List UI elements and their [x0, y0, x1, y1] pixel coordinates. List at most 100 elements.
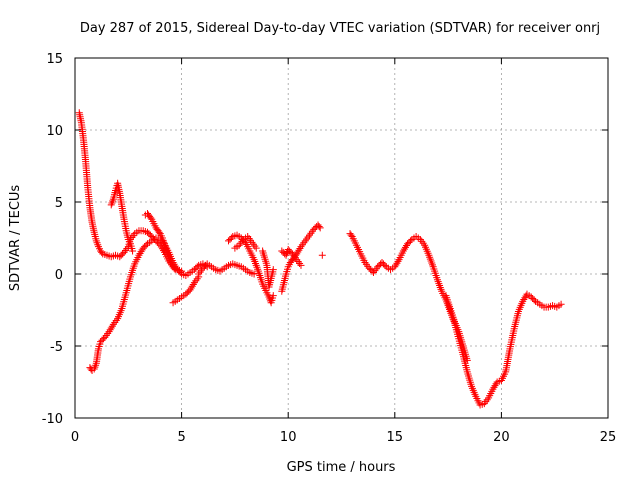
series-arc-8 [231, 233, 260, 252]
data-point [315, 222, 323, 230]
data-point [105, 328, 113, 336]
series-arc-4 [141, 210, 179, 274]
data-point [139, 244, 147, 252]
data-point [392, 261, 400, 269]
data-point [287, 248, 295, 256]
x-tick-labels: 0 5 10 15 20 25 [71, 430, 616, 445]
data-point [519, 297, 527, 305]
data-point [141, 243, 149, 251]
data-point [400, 245, 408, 253]
data-point [170, 264, 178, 272]
data-point [142, 241, 150, 249]
data-point [381, 261, 389, 269]
chart-title: Day 287 of 2015, Sidereal Day-to-day VTE… [80, 21, 600, 36]
data-point [226, 235, 234, 243]
series-arc-6 [195, 260, 258, 278]
y-tick-label: 0 [55, 268, 63, 283]
x-tick-label: 10 [280, 430, 297, 445]
y-tick-labels: -10 -5 0 5 10 15 [42, 52, 63, 427]
series-arc-12 [318, 251, 326, 259]
data-point [391, 263, 399, 271]
series-arc-2 [86, 234, 211, 374]
data-point [99, 335, 107, 343]
series-arc-11 [278, 246, 305, 269]
series-arc-3 [107, 179, 137, 255]
data-point [404, 240, 412, 248]
data-point [269, 292, 277, 300]
data-point [463, 356, 471, 364]
data-point [97, 338, 105, 346]
data-point [367, 266, 375, 274]
x-tick-label: 25 [600, 430, 617, 445]
data-point [297, 261, 305, 269]
data-point [286, 247, 294, 255]
data-point [284, 246, 292, 254]
data-point [405, 238, 413, 246]
data-point [310, 225, 318, 233]
data-point [107, 324, 115, 332]
data-point [490, 383, 498, 391]
data-point [145, 230, 153, 238]
data-point [374, 263, 382, 271]
data-point [182, 290, 190, 298]
data-point [252, 244, 260, 252]
data-point [176, 269, 184, 277]
y-axis-label: SDTVAR / TECUs [8, 185, 23, 292]
x-tick-label: 15 [387, 430, 404, 445]
data-point [557, 300, 565, 308]
data-point [529, 294, 537, 302]
data-point [378, 258, 386, 266]
series-arc-7 [225, 231, 277, 307]
data-point [527, 293, 535, 301]
data-point [520, 296, 528, 304]
data-point [129, 247, 137, 255]
data-point [189, 280, 197, 288]
data-point [183, 289, 191, 297]
data-point [296, 244, 304, 252]
data-point [406, 237, 414, 245]
data-point [294, 248, 302, 256]
data-point [190, 266, 198, 274]
x-axis-label: GPS time / hours [287, 460, 396, 475]
data-point [98, 336, 106, 344]
data-point [175, 267, 183, 275]
y-tick-label: 10 [46, 124, 63, 139]
data-point [530, 296, 538, 304]
data-points [75, 109, 565, 409]
data-point [279, 248, 287, 256]
y-tick-label: 5 [55, 196, 63, 211]
grid-lines [75, 58, 608, 418]
series-arc-14 [442, 292, 471, 364]
data-point [143, 228, 151, 236]
data-point [119, 250, 127, 258]
data-point [365, 264, 373, 272]
data-point [393, 259, 401, 267]
y-tick-label: -10 [42, 412, 63, 427]
x-tick-label: 5 [177, 430, 185, 445]
data-point [316, 224, 324, 232]
y-tick-label: 15 [46, 52, 63, 67]
data-point [394, 257, 402, 265]
data-point [227, 234, 235, 242]
data-point [108, 322, 116, 330]
data-point [225, 237, 233, 245]
data-point [117, 251, 125, 259]
data-point [146, 231, 154, 239]
data-point [186, 286, 194, 294]
data-point [521, 294, 529, 302]
data-point [135, 251, 143, 259]
data-point [193, 263, 201, 271]
data-point [491, 382, 499, 390]
series-arc-5 [169, 273, 203, 307]
data-point [318, 251, 326, 259]
series-arc-9 [259, 247, 277, 291]
data-point [269, 266, 277, 274]
data-point [106, 326, 114, 334]
data-point [200, 263, 208, 271]
plot-frame [74, 57, 609, 419]
data-point [136, 249, 144, 257]
data-point [401, 243, 409, 251]
data-point [250, 270, 258, 278]
